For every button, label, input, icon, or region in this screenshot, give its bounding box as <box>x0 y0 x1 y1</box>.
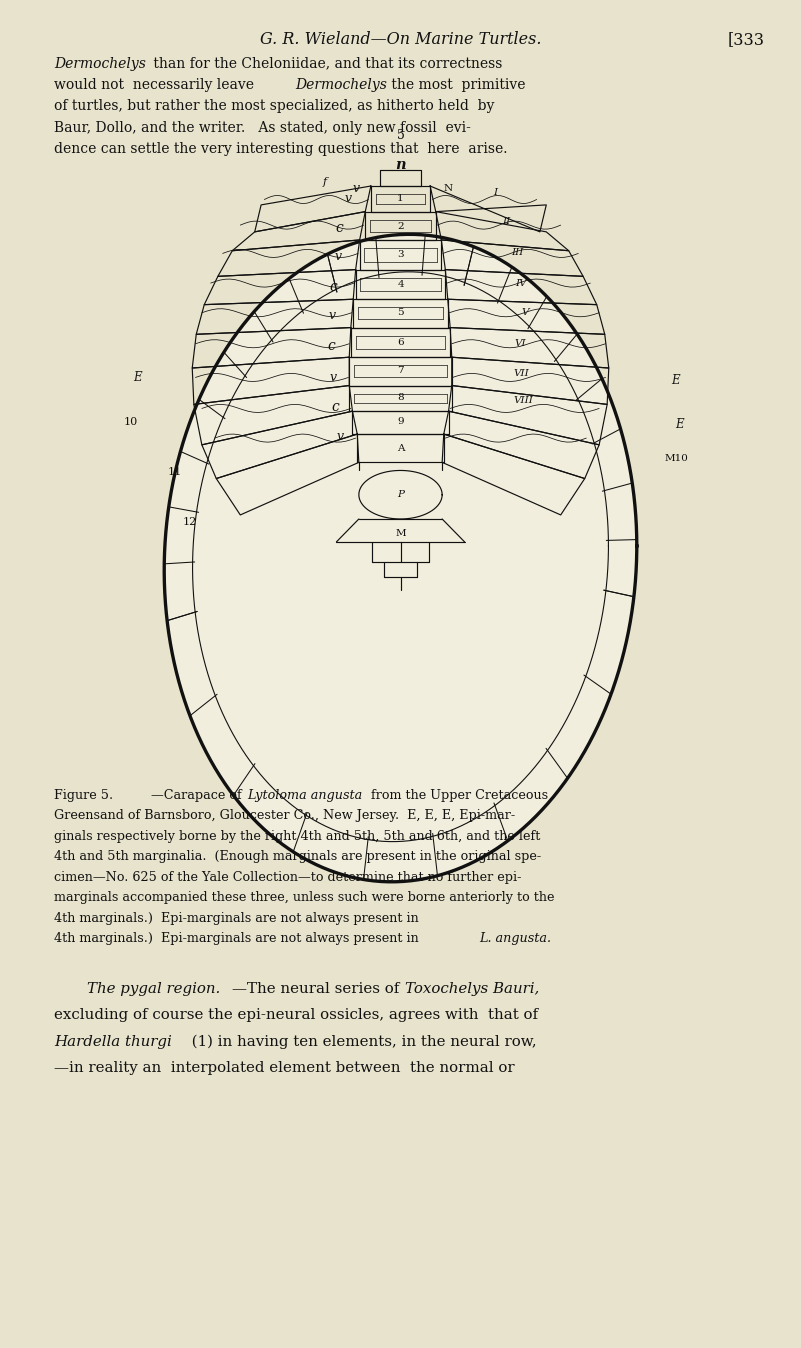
Text: v: v <box>328 309 335 322</box>
Text: Figure 5.: Figure 5. <box>54 789 114 802</box>
Text: VIII: VIII <box>513 396 533 404</box>
Text: of turtles, but rather the most specialized, as hitherto held  by: of turtles, but rather the most speciali… <box>54 100 495 113</box>
Text: P: P <box>397 491 404 499</box>
Text: c: c <box>336 221 344 235</box>
Text: L. angusta.: L. angusta. <box>479 931 551 945</box>
Text: G. R. Wieland—On Marine Turtles.: G. R. Wieland—On Marine Turtles. <box>260 31 541 49</box>
Text: Toxochelys Bauri,: Toxochelys Bauri, <box>405 983 539 996</box>
Text: Baur, Dollo, and the writer.   As stated, only new fossil  evi-: Baur, Dollo, and the writer. As stated, … <box>54 120 471 135</box>
Text: —The neural series of: —The neural series of <box>232 983 405 996</box>
Text: c: c <box>329 280 337 294</box>
Text: Dermochelys: Dermochelys <box>295 78 387 92</box>
Text: 2: 2 <box>397 222 404 231</box>
Text: (1) in having ten elements, in the neural row,: (1) in having ten elements, in the neura… <box>187 1035 536 1049</box>
Text: I: I <box>493 189 497 197</box>
Text: 5: 5 <box>396 128 405 142</box>
Text: 11: 11 <box>167 466 182 477</box>
Text: 4th marginals.)  Epi-marginals are not always present in: 4th marginals.) Epi-marginals are not al… <box>54 911 423 925</box>
Text: A: A <box>396 445 405 453</box>
Text: 9: 9 <box>397 418 404 426</box>
Text: than for the Cheloniidae, and that its correctness: than for the Cheloniidae, and that its c… <box>149 57 502 70</box>
Text: c: c <box>328 340 336 353</box>
Text: f: f <box>322 177 327 187</box>
Text: n: n <box>395 158 406 171</box>
Text: 10: 10 <box>123 417 138 427</box>
Text: dence can settle the very interesting questions that  here  arise.: dence can settle the very interesting qu… <box>54 142 508 156</box>
Text: [333: [333 <box>728 31 765 49</box>
Text: v: v <box>330 371 336 384</box>
Text: E: E <box>671 373 679 387</box>
Text: ginals respectively borne by the right 4th and 5th, 5th and 6th, and the left: ginals respectively borne by the right 4… <box>54 829 541 842</box>
Text: M: M <box>395 530 406 538</box>
Text: The pygal region.: The pygal region. <box>87 983 219 996</box>
Text: —in reality an  interpolated element between  the normal or: —in reality an interpolated element betw… <box>54 1061 515 1074</box>
Text: Greensand of Barnsboro, Gloucester Co., New Jersey.  E, E, E, Epi-mar-: Greensand of Barnsboro, Gloucester Co., … <box>54 809 516 822</box>
Polygon shape <box>164 235 637 882</box>
Text: 1: 1 <box>397 194 404 202</box>
Text: —Carapace of: —Carapace of <box>151 789 245 802</box>
Text: 5: 5 <box>397 309 404 317</box>
Text: M10: M10 <box>665 454 689 462</box>
Text: 8: 8 <box>397 394 404 402</box>
Text: 12: 12 <box>183 516 197 527</box>
Text: IV: IV <box>515 279 526 287</box>
Text: II: II <box>502 217 510 225</box>
Text: the most  primitive: the most primitive <box>387 78 525 92</box>
Text: E: E <box>134 371 142 384</box>
Text: VII: VII <box>513 369 529 377</box>
Text: 4: 4 <box>397 280 404 288</box>
Text: 7: 7 <box>397 367 404 375</box>
Text: Hardella thurgi: Hardella thurgi <box>54 1035 172 1049</box>
Text: E: E <box>675 418 683 431</box>
Text: N: N <box>444 185 453 193</box>
Text: 3: 3 <box>397 251 404 259</box>
Text: Lytoloma angusta: Lytoloma angusta <box>248 789 363 802</box>
Text: would not  necessarily leave: would not necessarily leave <box>54 78 259 92</box>
Text: 4th marginals.)  Epi-marginals are not always present in: 4th marginals.) Epi-marginals are not al… <box>54 931 423 945</box>
Text: from the Upper Cretaceous: from the Upper Cretaceous <box>367 789 548 802</box>
Text: III: III <box>511 248 524 256</box>
Text: VI: VI <box>515 340 526 348</box>
Text: cimen—No. 625 of the Yale Collection—to determine that no further epi-: cimen—No. 625 of the Yale Collection—to … <box>54 871 521 883</box>
Text: c: c <box>331 400 339 414</box>
Text: v: v <box>335 249 341 263</box>
Text: excluding of course the epi-neural ossicles, agrees with  that of: excluding of course the epi-neural ossic… <box>54 1008 538 1022</box>
Text: marginals accompanied these three, unless such were borne anteriorly to the: marginals accompanied these three, unles… <box>54 891 555 905</box>
Text: v: v <box>336 430 343 443</box>
Text: Dermochelys: Dermochelys <box>54 57 147 70</box>
Text: v: v <box>353 182 360 195</box>
Text: 4th and 5th marginalia.  (Enough marginals are present in the original spe-: 4th and 5th marginalia. (Enough marginal… <box>54 851 541 863</box>
Text: V: V <box>521 309 529 317</box>
Text: 6: 6 <box>397 338 404 346</box>
Text: v: v <box>345 191 352 205</box>
